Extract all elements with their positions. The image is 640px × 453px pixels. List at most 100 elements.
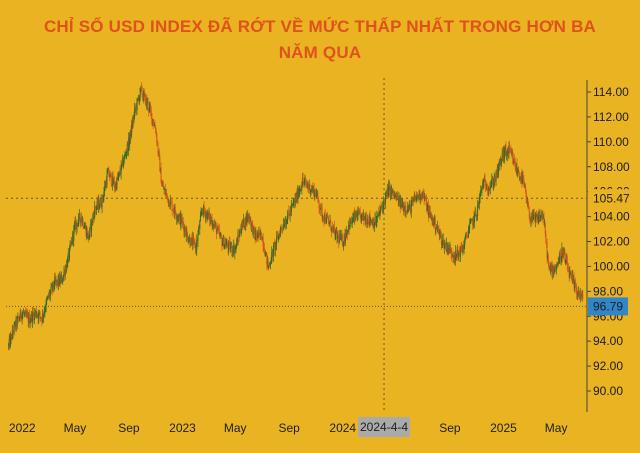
candle-body bbox=[405, 211, 407, 213]
candle-body bbox=[207, 212, 209, 221]
candle-body bbox=[159, 156, 161, 172]
candle-body bbox=[522, 176, 524, 184]
candle-body bbox=[76, 223, 78, 227]
candle-body bbox=[434, 217, 436, 226]
candle-body bbox=[223, 244, 225, 249]
candle-body bbox=[101, 195, 103, 208]
candle-body bbox=[23, 312, 25, 315]
candle-body bbox=[56, 279, 58, 283]
candle-body bbox=[123, 162, 125, 167]
candle-body bbox=[479, 193, 481, 198]
candle-body bbox=[282, 228, 284, 229]
candle-body bbox=[546, 242, 548, 258]
candle-body bbox=[316, 194, 318, 197]
candle-body bbox=[564, 252, 566, 263]
candle-body bbox=[442, 240, 444, 244]
candle-body bbox=[338, 235, 340, 243]
candle-body bbox=[530, 218, 532, 222]
candle-body bbox=[383, 199, 385, 210]
candle-body bbox=[226, 242, 228, 245]
candle-body bbox=[563, 252, 565, 255]
candle-body bbox=[545, 242, 547, 243]
candle-body bbox=[254, 233, 256, 240]
candle-body bbox=[285, 221, 287, 225]
candle-body bbox=[506, 151, 508, 156]
candle-body bbox=[76, 222, 78, 224]
candle-body bbox=[103, 191, 105, 198]
candle-body bbox=[201, 212, 203, 214]
candle-body bbox=[33, 314, 35, 321]
candle-body bbox=[573, 278, 575, 281]
candle-body bbox=[212, 225, 214, 227]
candle-body bbox=[51, 285, 53, 287]
candle-body bbox=[301, 178, 303, 186]
candle-body bbox=[518, 171, 520, 176]
candle-body bbox=[368, 214, 370, 224]
candle-body bbox=[261, 238, 263, 241]
candle-body bbox=[11, 334, 13, 340]
candle-body bbox=[231, 244, 233, 252]
candle-body bbox=[463, 246, 465, 250]
candle-body bbox=[293, 201, 295, 203]
candle-body bbox=[136, 98, 138, 110]
candle-body bbox=[158, 151, 160, 153]
candle-body bbox=[555, 267, 557, 271]
candle-body bbox=[29, 321, 31, 324]
candle-body bbox=[273, 244, 275, 246]
candle-body bbox=[27, 314, 29, 316]
candle-body bbox=[470, 218, 472, 223]
candle-body bbox=[297, 188, 299, 199]
candle-body bbox=[163, 189, 165, 190]
candle-body bbox=[330, 220, 332, 230]
candle-body bbox=[169, 200, 171, 207]
candle-body bbox=[289, 214, 291, 217]
candle-body bbox=[544, 224, 546, 226]
candle-body bbox=[448, 244, 450, 250]
candle-body bbox=[496, 167, 498, 177]
candle-body bbox=[365, 217, 367, 224]
candle-body bbox=[347, 229, 349, 234]
candle-body bbox=[490, 186, 492, 189]
candle-body bbox=[104, 186, 106, 192]
candle-body bbox=[467, 236, 469, 238]
candle-body bbox=[232, 250, 234, 254]
candle-body bbox=[362, 213, 364, 217]
candle-body bbox=[123, 156, 125, 163]
candle-body bbox=[439, 233, 441, 235]
candle-body bbox=[287, 210, 289, 214]
candle-body bbox=[574, 281, 576, 286]
candle-body bbox=[382, 206, 384, 210]
candle-body bbox=[206, 212, 208, 221]
candle-body bbox=[300, 189, 302, 190]
candle-body bbox=[213, 223, 215, 227]
candle-body bbox=[290, 205, 292, 212]
candle-body bbox=[453, 257, 455, 259]
candle-body bbox=[373, 224, 375, 228]
x-tick-label: 2025 bbox=[490, 421, 517, 435]
candle-body bbox=[235, 245, 237, 248]
candle-body bbox=[308, 187, 310, 189]
candle-body bbox=[549, 266, 551, 271]
candle-body bbox=[348, 224, 350, 230]
candle-body bbox=[26, 314, 28, 317]
candle-body bbox=[198, 228, 200, 229]
candle-body bbox=[426, 209, 428, 211]
candle-body bbox=[89, 224, 91, 228]
y-tick-label: 104.00 bbox=[593, 210, 630, 224]
candle-body bbox=[42, 313, 44, 318]
candle-body bbox=[20, 311, 22, 318]
candle-body bbox=[482, 183, 484, 188]
candle-body bbox=[159, 167, 161, 172]
candle-body bbox=[102, 197, 104, 199]
candle-body bbox=[189, 237, 191, 246]
candle-body bbox=[369, 214, 371, 223]
candle-body bbox=[258, 231, 260, 237]
candle-body bbox=[554, 266, 556, 269]
candle-body bbox=[324, 214, 326, 223]
candle-body bbox=[356, 215, 358, 216]
candle-body bbox=[415, 198, 417, 200]
candle-body bbox=[229, 241, 231, 250]
candle-body bbox=[125, 154, 127, 156]
candle-body bbox=[239, 230, 241, 233]
candle-body bbox=[513, 159, 515, 164]
